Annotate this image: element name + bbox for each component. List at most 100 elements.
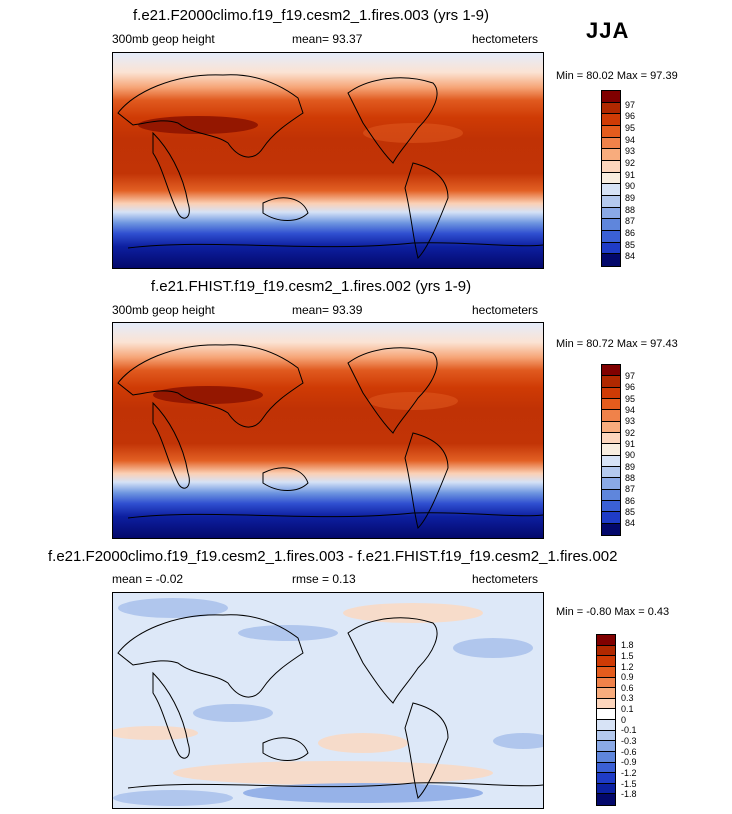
panel-3-minmax: Min = -0.80 Max = 0.43 — [556, 606, 670, 618]
cbar-2-label: 85 — [625, 507, 636, 517]
cbar-2-swatch — [602, 478, 620, 490]
panel-2-field — [113, 323, 543, 538]
panel-2-variable: 300mb geop height — [112, 303, 215, 317]
panel-3-mean: mean = -0.02 — [112, 572, 184, 586]
cbar-2-label: 91 — [625, 439, 636, 449]
cbar-3-label: 0.6 — [621, 683, 634, 693]
cbar-2-swatch — [602, 432, 620, 445]
panel-2-minmax: Min = 80.72 Max = 97.43 — [556, 338, 678, 350]
cbar-2-label: 88 — [625, 473, 636, 483]
cbar-1-label: 96 — [625, 111, 636, 121]
panel-3-title: f.e21.F2000climo.f19_f19.cesm2_1.fires.0… — [48, 548, 618, 565]
cbar-2-swatch — [602, 466, 620, 479]
cbar-2-label: 92 — [625, 428, 636, 438]
cbar-1-label: 86 — [625, 228, 636, 238]
cbar-3-swatch — [597, 741, 615, 752]
cbar-2-label: 87 — [625, 484, 636, 494]
panel-1-colorbar — [601, 90, 621, 267]
cbar-3-label: 0.1 — [621, 704, 634, 714]
cbar-2-swatch — [602, 365, 620, 377]
panel-2-mean: mean= 93.39 — [292, 303, 363, 317]
cbar-3-swatch — [597, 635, 615, 646]
panel-2-units: hectometers — [472, 303, 539, 317]
panel-1-field — [113, 53, 543, 268]
cbar-2-swatch — [602, 489, 620, 501]
season-label: JJA — [586, 18, 630, 43]
cbar-1-label: 88 — [625, 205, 636, 215]
cbar-1-label: 89 — [625, 193, 636, 203]
cbar-1-label: 85 — [625, 240, 636, 250]
cbar-1-swatch — [602, 184, 620, 196]
cbar-1-swatch — [602, 160, 620, 173]
cbar-2-swatch — [602, 444, 620, 456]
cbar-3-label: 1.2 — [621, 662, 634, 672]
cbar-1-label: 84 — [625, 251, 636, 261]
cbar-1-swatch — [602, 254, 620, 266]
panel-2-map — [112, 322, 544, 539]
cbar-1-swatch — [602, 149, 620, 161]
cbar-3-label: 0 — [621, 715, 627, 725]
panel-1-mean: mean= 93.37 — [292, 32, 363, 46]
cbar-1-swatch — [602, 114, 620, 126]
cbar-3-swatch — [597, 773, 615, 784]
cbar-2-label: 94 — [625, 405, 636, 415]
cbar-2-swatch — [602, 512, 620, 524]
cbar-1-swatch — [602, 230, 620, 243]
cbar-3-label: -0.3 — [621, 736, 637, 746]
cbar-3-label: -1.2 — [621, 768, 637, 778]
cbar-3-swatch — [597, 751, 615, 763]
cbar-3-swatch — [597, 666, 615, 678]
cbar-2-label: 86 — [625, 496, 636, 506]
cbar-3-label: -0.1 — [621, 725, 637, 735]
cbar-2-swatch — [602, 455, 620, 467]
panel-3-field — [113, 593, 543, 808]
cbar-1-swatch — [602, 102, 620, 115]
cbar-3-swatch — [597, 645, 615, 657]
cbar-1-label: 87 — [625, 216, 636, 226]
cbar-2-swatch — [602, 523, 620, 535]
panel-1-units: hectometers — [472, 32, 539, 46]
panel-2-title: f.e21.FHIST.f19_f19.cesm2_1.fires.002 (y… — [150, 278, 472, 295]
panel-3-rmse: rmse = 0.13 — [292, 572, 356, 586]
panel-3-units: hectometers — [472, 572, 539, 586]
cbar-1-label: 92 — [625, 158, 636, 168]
cbar-1-label: 94 — [625, 135, 636, 145]
cbar-3-swatch — [597, 656, 615, 667]
cbar-2-swatch — [602, 500, 620, 513]
cbar-3-label: 0.3 — [621, 693, 634, 703]
panel-2-colorbar — [601, 364, 621, 536]
cbar-1-label: 95 — [625, 123, 636, 133]
cbar-1-label: 93 — [625, 146, 636, 156]
cbar-3-swatch — [597, 762, 615, 774]
cbar-1-label: 90 — [625, 181, 636, 191]
cbar-1-swatch — [602, 219, 620, 231]
cbar-3-swatch — [597, 688, 615, 699]
cbar-3-label: 0.9 — [621, 672, 634, 682]
cbar-2-label: 97 — [625, 371, 636, 381]
cbar-1-swatch — [602, 207, 620, 220]
cbar-3-swatch — [597, 709, 615, 720]
cbar-2-swatch — [602, 387, 620, 399]
panel-1-variable: 300mb geop height — [112, 32, 215, 46]
cbar-2-swatch — [602, 398, 620, 411]
cbar-3-label: 1.8 — [621, 640, 634, 650]
cbar-3-swatch — [597, 794, 615, 805]
panel-1-map — [112, 52, 544, 269]
cbar-2-label: 89 — [625, 462, 636, 472]
cbar-1-swatch — [602, 172, 620, 185]
panel-3-colorbar — [596, 634, 616, 806]
cbar-3-label: -1.5 — [621, 779, 637, 789]
cbar-3-swatch — [597, 677, 615, 689]
cbar-1-label: 97 — [625, 100, 636, 110]
cbar-3-label: 1.5 — [621, 651, 634, 661]
cbar-3-swatch — [597, 720, 615, 731]
cbar-3-label: -1.8 — [621, 789, 637, 799]
cbar-2-swatch — [602, 421, 620, 433]
panel-1-minmax: Min = 80.02 Max = 97.39 — [556, 70, 678, 82]
cbar-2-swatch — [602, 410, 620, 422]
cbar-1-swatch — [602, 242, 620, 255]
cbar-3-swatch — [597, 730, 615, 742]
panel-1-title: f.e21.F2000climo.f19_f19.cesm2_1.fires.0… — [132, 7, 489, 24]
cbar-2-swatch — [602, 376, 620, 388]
cbar-3-swatch — [597, 783, 615, 795]
